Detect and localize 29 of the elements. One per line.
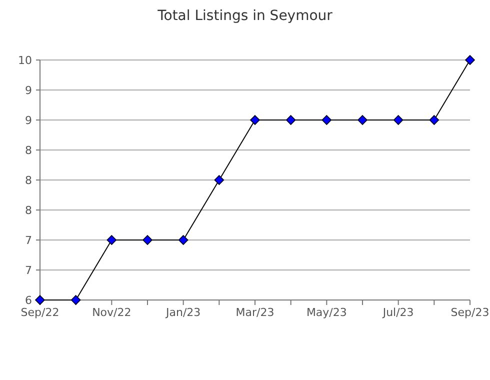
- x-tick-label: Jan/23: [164, 306, 201, 319]
- y-tick-label: 7: [25, 234, 32, 247]
- x-tick-label: Sep/22: [20, 306, 60, 319]
- point: [429, 115, 440, 125]
- y-tick-label: 8: [25, 174, 32, 187]
- point: [250, 115, 260, 125]
- x-tick-label: May/23: [306, 306, 347, 319]
- point: [393, 115, 404, 125]
- x-tick-label: Nov/22: [92, 306, 132, 319]
- y-tick-label: 6: [25, 294, 32, 307]
- point: [178, 235, 188, 245]
- point: [214, 175, 224, 185]
- x-tick-label: Sep/23: [450, 306, 490, 319]
- y-tick-label: 8: [25, 144, 32, 157]
- x-tick-label: Mar/23: [236, 306, 274, 319]
- point: [465, 55, 475, 65]
- y-tick-label: 10: [18, 54, 32, 67]
- x-tick-label: Jul/23: [382, 306, 414, 319]
- y-tick-label: 9: [25, 114, 32, 127]
- point: [142, 235, 152, 245]
- y-tick-label: 7: [25, 264, 32, 277]
- point: [286, 115, 296, 125]
- y-tick-label: 9: [25, 84, 32, 97]
- point: [70, 295, 81, 305]
- chart-title: Total Listings in Seymour: [156, 8, 333, 24]
- y-tick-label: 8: [25, 204, 32, 217]
- point: [322, 115, 332, 125]
- point: [358, 115, 368, 125]
- point: [106, 235, 117, 245]
